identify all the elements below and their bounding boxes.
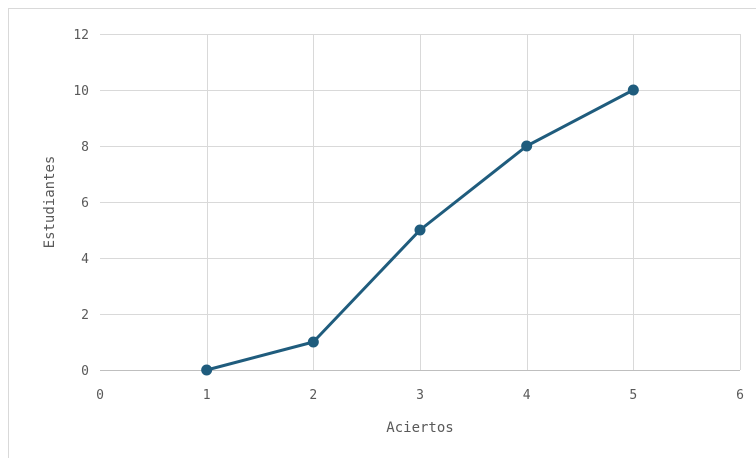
y-tick-label: 6 [81, 196, 89, 211]
y-tick-label: 4 [81, 252, 89, 267]
y-tick-labels: 0 2 4 6 8 10 12 [73, 28, 89, 379]
x-tick-label: 4 [523, 388, 531, 403]
data-point [521, 140, 533, 152]
y-tick-label: 2 [81, 308, 89, 323]
x-tick-label: 5 [629, 388, 637, 403]
data-point [201, 364, 213, 376]
data-point [307, 336, 319, 348]
x-tick-labels: 0 1 2 3 4 5 6 [96, 388, 744, 403]
y-tick-label: 8 [81, 140, 89, 155]
x-tick-label: 0 [96, 388, 104, 403]
y-tick-label: 10 [73, 84, 89, 99]
y-tick-label: 12 [73, 28, 89, 43]
data-point [627, 84, 639, 96]
x-tick-label: 2 [309, 388, 317, 403]
chart-border [8, 8, 756, 458]
series-layer [201, 84, 639, 376]
x-tick-label: 3 [416, 388, 424, 403]
y-gridlines [100, 34, 740, 315]
x-tick-label: 6 [736, 388, 744, 403]
y-tick-label: 0 [81, 364, 89, 379]
x-axis-title: Aciertos [386, 420, 453, 436]
y-axis-title: Estudiantes [42, 156, 58, 249]
x-tick-label: 1 [203, 388, 211, 403]
data-point [414, 224, 426, 236]
